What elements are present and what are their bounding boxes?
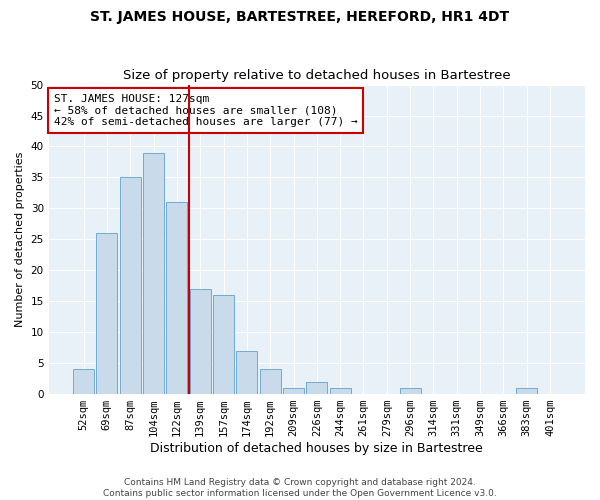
Title: Size of property relative to detached houses in Bartestree: Size of property relative to detached ho…: [123, 69, 511, 82]
Bar: [283, 388, 304, 394]
Bar: [213, 295, 234, 394]
Text: Contains HM Land Registry data © Crown copyright and database right 2024.
Contai: Contains HM Land Registry data © Crown c…: [103, 478, 497, 498]
Bar: [120, 178, 140, 394]
Bar: [516, 388, 537, 394]
X-axis label: Distribution of detached houses by size in Bartestree: Distribution of detached houses by size …: [151, 442, 483, 455]
Bar: [166, 202, 187, 394]
Text: ST. JAMES HOUSE: 127sqm
← 58% of detached houses are smaller (108)
42% of semi-d: ST. JAMES HOUSE: 127sqm ← 58% of detache…: [54, 94, 358, 127]
Bar: [190, 289, 211, 394]
Bar: [236, 350, 257, 394]
Bar: [400, 388, 421, 394]
Bar: [73, 370, 94, 394]
Y-axis label: Number of detached properties: Number of detached properties: [15, 152, 25, 327]
Bar: [329, 388, 350, 394]
Bar: [260, 370, 281, 394]
Text: ST. JAMES HOUSE, BARTESTREE, HEREFORD, HR1 4DT: ST. JAMES HOUSE, BARTESTREE, HEREFORD, H…: [91, 10, 509, 24]
Bar: [307, 382, 328, 394]
Bar: [97, 233, 118, 394]
Bar: [143, 152, 164, 394]
